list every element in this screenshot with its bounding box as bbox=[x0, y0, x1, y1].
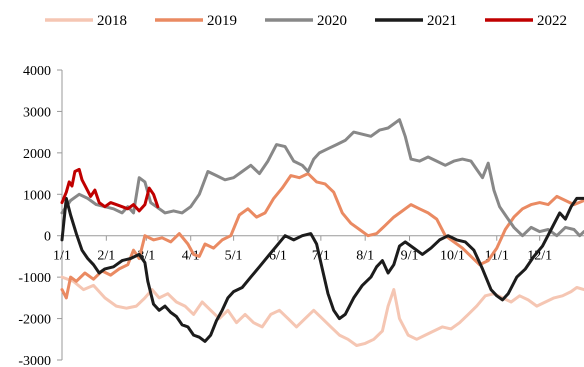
x-tick-label: 2/1 bbox=[97, 249, 115, 264]
x-tick-label: 6/1 bbox=[269, 249, 287, 264]
x-tick-label: 10/1 bbox=[440, 249, 465, 264]
legend-label-2022: 2022 bbox=[537, 13, 567, 29]
y-tick-label: 4000 bbox=[23, 64, 51, 79]
x-tick-label: 1/1 bbox=[53, 249, 71, 264]
y-tick-label: -3000 bbox=[18, 354, 51, 367]
legend-label-2020: 2020 bbox=[317, 13, 347, 29]
y-tick-label: 3000 bbox=[23, 105, 51, 120]
x-tick-label: 8/1 bbox=[356, 249, 374, 264]
legend-label-2019: 2019 bbox=[207, 13, 237, 29]
y-tick-label: 2000 bbox=[23, 147, 51, 162]
series-lines bbox=[60, 118, 584, 347]
y-tick-label: -2000 bbox=[18, 313, 51, 328]
legend: 2018 2019 2020 2021 2022 bbox=[45, 13, 567, 29]
series-line-2018 bbox=[60, 275, 584, 347]
y-tick-label: 0 bbox=[44, 230, 51, 245]
series-line-2020 bbox=[60, 118, 584, 238]
series-line-2022 bbox=[60, 167, 160, 213]
x-tick-label: 12/1 bbox=[527, 249, 552, 264]
x-tick-label: 4/1 bbox=[182, 249, 200, 264]
y-axis: 4000 3000 2000 1000 0 -1000 -2000 -3000 bbox=[18, 64, 63, 367]
x-tick-label: 11/1 bbox=[485, 249, 509, 264]
y-tick-label: 1000 bbox=[23, 188, 51, 203]
series-line-2021 bbox=[60, 196, 584, 343]
y-tick-label: -1000 bbox=[18, 271, 51, 286]
x-tick-label: 5/1 bbox=[225, 249, 243, 264]
legend-label-2018: 2018 bbox=[97, 13, 127, 29]
legend-label-2021: 2021 bbox=[427, 13, 457, 29]
x-tick-label: 9/1 bbox=[401, 249, 419, 264]
